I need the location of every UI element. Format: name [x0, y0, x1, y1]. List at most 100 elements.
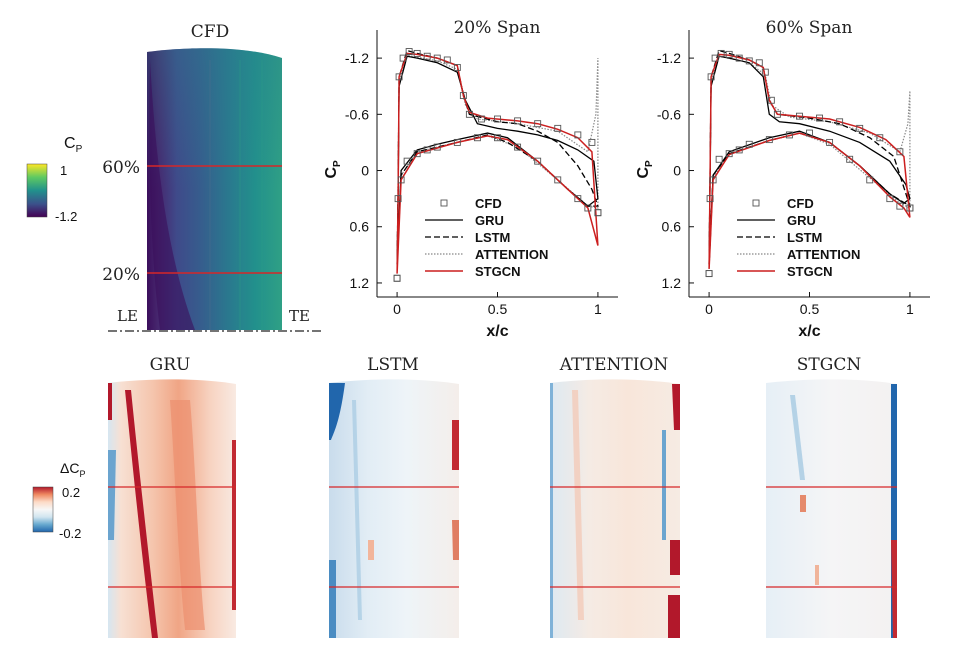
cfd-marker — [796, 112, 803, 120]
cfd-marker — [725, 50, 733, 58]
dcp-colorbar-min: -0.2 — [59, 526, 81, 541]
legend-label: CFD — [787, 196, 814, 211]
gru-error-contour — [108, 379, 236, 638]
stgcn-title: STGCN — [797, 355, 862, 375]
cfd-marker — [473, 134, 481, 142]
legend-label: CFD — [475, 196, 502, 211]
cfd-marker — [413, 49, 421, 57]
y-tick-label: 1.2 — [350, 275, 370, 291]
cp-chart-20-span: -1.2 -0.6 0 0.6 1.2 0 0.5 1 x/c CP CFD GRU LSTM ATTEN… — [323, 30, 618, 340]
cfd-marker — [423, 52, 431, 60]
dcp-colorbar-label: ΔCP — [60, 460, 85, 479]
cfd-marker — [453, 138, 461, 146]
cfd-marker — [711, 54, 719, 62]
legend-label: LSTM — [787, 230, 822, 245]
cfd-marker — [767, 96, 775, 104]
dcp-colorbar — [32, 486, 54, 533]
lstm-error-contour — [329, 379, 459, 638]
legend-label: ATTENTION — [475, 247, 548, 262]
cfd-marker — [477, 115, 485, 123]
cfd-marker — [588, 138, 596, 146]
cfd-marker — [459, 92, 467, 100]
cfd-marker — [826, 138, 834, 146]
cfd-marker — [594, 209, 602, 217]
cfd-marker — [465, 110, 473, 118]
lstm-title: LSTM — [367, 355, 419, 375]
cfd-contour — [147, 48, 282, 331]
cfd-marker — [399, 54, 407, 62]
y-tick-label: -1.2 — [345, 50, 369, 66]
x-tick-label: 0 — [393, 301, 401, 317]
y-tick-label: 0 — [361, 163, 369, 179]
cp-colorbar-label-sub: P — [76, 144, 83, 155]
cfd-marker — [709, 176, 717, 184]
chart-60-title: 60% Span — [766, 18, 853, 38]
cfd-marker — [584, 204, 592, 212]
cfd-marker — [765, 136, 773, 144]
cfd-marker — [494, 115, 501, 123]
cfd-marker — [836, 118, 844, 126]
y-axis-label: CP — [323, 160, 343, 179]
cfd-title: CFD — [191, 22, 229, 42]
cfd-marker — [433, 54, 441, 62]
cfd-marker — [866, 176, 874, 184]
legend-label: GRU — [475, 213, 504, 228]
y-tick-label: 1.2 — [662, 275, 682, 291]
cfd-marker — [725, 150, 733, 158]
y-tick-label: -1.2 — [657, 50, 681, 66]
cfd-marker — [534, 120, 542, 128]
dcp-colorbar-label-sub: P — [79, 469, 85, 479]
label-20-percent: 20% — [102, 265, 140, 285]
cfd-marker — [705, 270, 713, 278]
x-tick-label: 0 — [705, 301, 713, 317]
cfd-marker — [745, 140, 753, 148]
cfd-marker — [886, 195, 894, 203]
cfd-marker — [755, 59, 763, 67]
cfd-marker — [705, 270, 713, 278]
x-axis-label: x/c — [798, 323, 820, 340]
legend-label: GRU — [787, 213, 816, 228]
cfd-marker — [846, 155, 854, 163]
legend-label: LSTM — [475, 230, 510, 245]
cp-colorbar-label-main: C — [64, 135, 76, 152]
y-tick-label: 0 — [673, 163, 681, 179]
legend-swatch — [440, 199, 448, 207]
label-te: TE — [289, 307, 310, 325]
legend-label: ATTENTION — [787, 247, 860, 262]
cfd-marker — [785, 131, 793, 139]
legend-label: STGCN — [475, 264, 521, 279]
cfd-marker — [856, 124, 864, 132]
cp-chart-60-span: -1.2 -0.6 0 0.6 1.2 0 0.5 1 x/c CP CFD GRU LSTM ATTEN… — [635, 30, 930, 340]
cfd-marker — [906, 204, 914, 212]
cfd-marker — [413, 150, 421, 158]
cfd-marker — [574, 131, 582, 139]
cfd-marker — [816, 114, 823, 122]
y-tick-label: 0.6 — [662, 219, 682, 235]
cfd-marker — [761, 68, 769, 76]
cfd-marker — [393, 274, 401, 282]
cfd-marker — [433, 143, 441, 151]
cfd-marker — [393, 274, 401, 282]
cfd-marker — [453, 64, 461, 71]
cfd-marker — [706, 195, 714, 203]
cfd-marker — [896, 148, 904, 156]
x-tick-label: 1 — [906, 301, 914, 317]
x-tick-label: 0.5 — [488, 301, 508, 317]
series-gru-line — [396, 55, 599, 265]
cfd-marker — [405, 48, 413, 55]
cfd-marker — [514, 143, 522, 151]
cfd-marker — [423, 146, 431, 154]
y-tick-label: -0.6 — [657, 106, 681, 122]
cfd-marker — [574, 195, 582, 203]
y-axis-label: CP — [635, 160, 655, 179]
gru-title: GRU — [150, 355, 191, 375]
cfd-marker — [876, 134, 884, 142]
cfd-marker — [403, 157, 411, 165]
chart-20-title: 20% Span — [454, 18, 541, 38]
cfd-marker — [735, 54, 743, 62]
cfd-marker — [494, 134, 501, 142]
cfd-marker — [717, 49, 725, 57]
cp-colorbar — [26, 163, 48, 218]
y-axis-label-sub: P — [332, 160, 343, 167]
